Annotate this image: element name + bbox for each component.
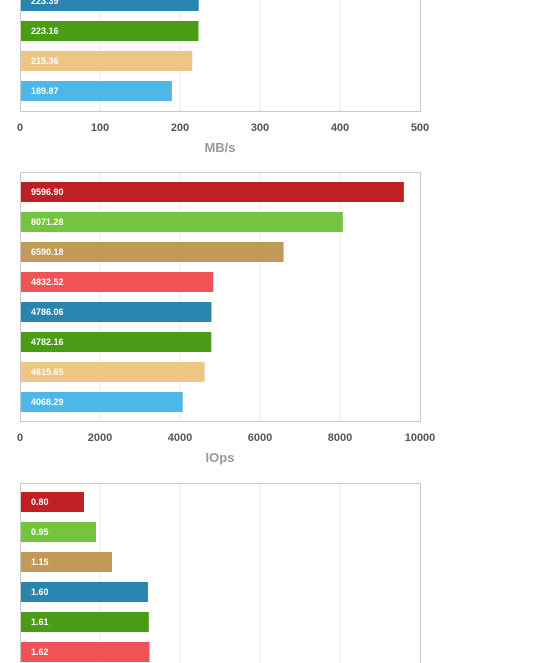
bar bbox=[21, 182, 404, 202]
data-label: 8071.28 bbox=[31, 217, 64, 227]
data-label: 1.62 bbox=[31, 647, 49, 657]
data-label: 0.95 bbox=[31, 527, 49, 537]
bar bbox=[21, 492, 84, 512]
bar bbox=[21, 392, 183, 412]
x-tick-label: 4000 bbox=[168, 432, 192, 444]
bar bbox=[21, 362, 205, 382]
bar bbox=[21, 642, 150, 662]
bar bbox=[21, 21, 199, 41]
data-label: 1.61 bbox=[31, 617, 49, 627]
data-label: 223.16 bbox=[31, 26, 59, 36]
x-tick-label: 500 bbox=[411, 122, 429, 134]
bar bbox=[21, 0, 199, 11]
bar bbox=[21, 522, 96, 542]
data-label: 4832.52 bbox=[31, 277, 64, 287]
bar bbox=[21, 302, 212, 322]
bar bbox=[21, 272, 214, 292]
x-tick-label: 8000 bbox=[328, 432, 352, 444]
x-tick-label: 400 bbox=[331, 122, 349, 134]
data-label: 4782.16 bbox=[31, 337, 64, 347]
x-tick-label: 10000 bbox=[405, 432, 436, 444]
bar bbox=[21, 552, 112, 572]
x-tick-label: 6000 bbox=[248, 432, 272, 444]
data-label: 1.60 bbox=[31, 587, 49, 597]
x-tick-label: 0 bbox=[17, 122, 23, 134]
data-label: 1.15 bbox=[31, 557, 49, 567]
data-label: 0.80 bbox=[31, 497, 49, 507]
plot-frame bbox=[20, 0, 421, 112]
bar bbox=[21, 612, 149, 632]
x-tick-label: 200 bbox=[171, 122, 189, 134]
plot-frame bbox=[20, 172, 421, 422]
x-tick-label: 2000 bbox=[88, 432, 112, 444]
x-axis-label: IOps bbox=[206, 450, 235, 465]
plot-frame bbox=[20, 483, 421, 663]
data-label: 6590.18 bbox=[31, 247, 64, 257]
bar bbox=[21, 212, 343, 232]
bar bbox=[21, 242, 284, 262]
bar bbox=[21, 582, 148, 602]
data-label: 189.87 bbox=[31, 86, 59, 96]
data-label: 215.36 bbox=[31, 56, 59, 66]
bar bbox=[21, 51, 193, 71]
x-tick-label: 0 bbox=[17, 432, 23, 444]
data-label: 223.39 bbox=[31, 0, 59, 6]
data-label: 4615.65 bbox=[31, 367, 64, 377]
data-label: 4786.06 bbox=[31, 307, 64, 317]
bar bbox=[21, 81, 172, 101]
x-tick-label: 300 bbox=[251, 122, 269, 134]
x-tick-label: 100 bbox=[91, 122, 109, 134]
bar bbox=[21, 332, 212, 352]
data-label: 4068.29 bbox=[31, 397, 64, 407]
x-axis-label: MB/s bbox=[204, 140, 235, 155]
data-label: 9596.90 bbox=[31, 187, 64, 197]
